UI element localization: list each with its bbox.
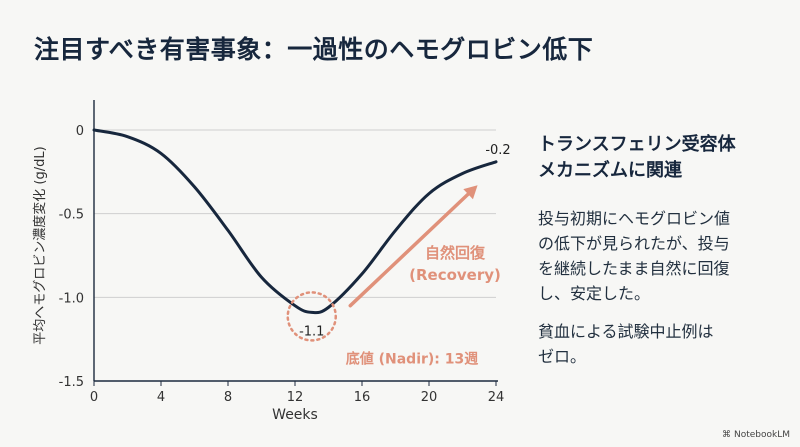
x-tick-label: 16 [354,390,371,405]
x-axis-label: Weeks [272,407,318,423]
y-tick-label: 0 [76,124,84,139]
side-body-line: を継続したまま自然に回復 [538,259,730,278]
notebooklm-brand: ⌘ NotebookLM [722,430,790,440]
y-tick-label: -1.5 [59,375,84,390]
side-body-text: 投与初期にヘモグロビン値 の低下が見られたが、投与 を継続したまま自然に回復 し… [538,206,778,306]
y-tick-label: -1.0 [59,291,84,306]
recovery-arrow-head [463,185,478,200]
y-tick-label: -0.5 [59,208,84,223]
slide-title: 注目すべき有害事象：一過性のヘモグロビン低下 [34,35,594,64]
hb-change-line [92,128,498,315]
x-tick-label: 24 [488,390,505,405]
side-note-text: 貧血による試験中止例は ゼロ。 [538,319,778,369]
side-body-line: の低下が見られたが、投与 [538,234,730,253]
brand-label: NotebookLM [733,430,790,440]
nadir-highlight-circle [286,291,337,342]
side-note-line: ゼロ。 [538,347,587,366]
hemoglobin-change-chart: 0 -0.5 -1.0 -1.5 0 4 8 12 16 20 24 Weeks 平均ヘモグロビン濃度変… [32,100,511,423]
side-body-line: 投与初期にヘモグロビン値 [538,209,731,228]
x-tick-label: 4 [157,390,165,405]
x-tick-label: 8 [224,390,232,405]
side-heading-line-2: メカニズムに関連 [538,160,682,181]
recovery-label-line-1: 自然回復 [425,244,486,262]
recovery-label-line-2: (Recovery) [409,266,501,284]
end-value-label: -0.2 [485,143,510,158]
recovery-arrow-shaft [348,192,470,308]
side-heading-line-1: トランスフェリン受容体 [538,134,736,155]
nadir-annotation: 底値 (Nadir): 13週 [346,350,479,367]
x-tick-label: 20 [421,390,438,405]
side-note-line: 貧血による試験中止例は [538,322,714,341]
side-body-line: し、安定した。 [538,284,651,303]
notebook-icon: ⌘ [721,430,731,440]
x-tick-label: 0 [90,390,98,405]
side-heading: トランスフェリン受容体 メカニズムに関連 [538,132,788,184]
y-axis-label: 平均ヘモグロビン濃度変化 (g/dL) [32,146,48,344]
x-tick-label: 12 [287,390,304,405]
nadir-value-label: -1.1 [299,324,324,339]
